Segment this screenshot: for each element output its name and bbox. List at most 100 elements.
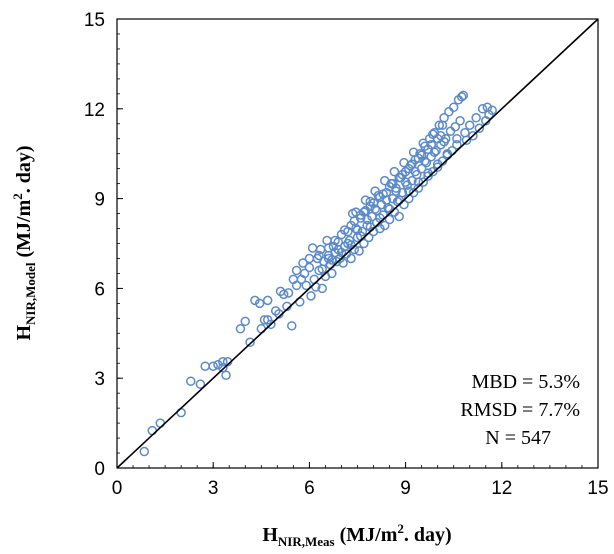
data-point: [384, 214, 395, 225]
data-point: [394, 172, 404, 183]
x-tick-label: 0: [112, 478, 123, 499]
y-tick-label: 9: [94, 190, 105, 211]
stat-mbd: MBD = 5.3%: [471, 371, 580, 393]
data-point: [360, 195, 371, 205]
data-point: [487, 105, 497, 116]
data-point: [452, 133, 462, 144]
y-tick-label: 12: [84, 100, 105, 121]
x-tick-label: 12: [491, 478, 512, 499]
one-to-one-line: [116, 18, 599, 469]
data-point: [306, 291, 316, 301]
x-tick-label: 3: [208, 478, 219, 499]
data-point: [254, 298, 265, 309]
data-point: [461, 135, 472, 145]
data-point: [245, 337, 255, 348]
data-point: [370, 204, 380, 214]
data-point: [477, 104, 488, 114]
data-point: [421, 157, 432, 168]
y-tick-label: 6: [94, 279, 105, 300]
data-point: [266, 319, 276, 330]
data-point: [235, 324, 246, 334]
data-point: [452, 139, 462, 150]
data-point: [474, 123, 485, 134]
x-axis-title: HNIR,Meas (MJ/m2. day): [262, 521, 451, 549]
data-point: [455, 116, 465, 126]
y-axis-title: HNIR,Model (MJ/m2. day): [10, 145, 38, 340]
data-point: [240, 316, 251, 327]
data-point: [407, 175, 417, 186]
data-point: [437, 120, 448, 131]
data-point: [464, 120, 475, 131]
x-tick-label: 9: [400, 478, 411, 499]
x-tick-label: 6: [304, 478, 315, 499]
data-point: [432, 162, 443, 172]
data-point: [208, 361, 218, 371]
data-point: [339, 225, 350, 235]
data-point: [304, 262, 315, 273]
data-point: [380, 175, 390, 186]
data-point: [450, 122, 461, 132]
y-tick-label: 15: [84, 10, 105, 31]
data-point: [375, 223, 385, 234]
data-point: [380, 220, 390, 231]
data-point: [408, 147, 419, 157]
data-point: [139, 446, 150, 457]
data-point: [218, 356, 228, 367]
x-tick-label: 15: [587, 478, 608, 499]
data-point: [317, 283, 327, 294]
stat-n: N = 547: [485, 427, 551, 449]
data-point: [262, 295, 273, 306]
data-point: [287, 321, 297, 331]
y-tick-label: 0: [94, 459, 105, 480]
data-point: [448, 102, 459, 113]
data-point: [389, 166, 400, 177]
data-point: [330, 235, 340, 246]
data-point: [394, 211, 404, 222]
data-point: [418, 177, 428, 187]
data-point: [346, 253, 356, 264]
data-point: [354, 246, 364, 256]
data-point: [434, 120, 445, 131]
data-point: [399, 157, 409, 168]
data-point: [404, 163, 414, 174]
data-point: [468, 130, 478, 141]
data-point: [338, 258, 348, 268]
tick-labels: 0 3 6 9 12 15 0 3 6 9 12 15: [84, 10, 609, 499]
data-point: [428, 129, 438, 139]
data-point: [298, 258, 308, 268]
data-point: [291, 280, 302, 291]
data-point: [423, 144, 433, 154]
data-point: [327, 268, 337, 279]
data-point: [346, 220, 356, 231]
data-point: [186, 376, 196, 386]
data-point: [299, 268, 310, 279]
data-point: [218, 362, 228, 373]
data-point: [278, 289, 289, 300]
data-point: [370, 186, 380, 196]
data-points: [139, 90, 497, 457]
data-point: [283, 288, 294, 298]
stat-rmsd: RMSD = 7.7%: [460, 399, 580, 421]
data-point: [314, 250, 324, 261]
y-tick-label: 3: [94, 369, 105, 390]
data-point: [195, 379, 206, 389]
data-point: [413, 183, 424, 193]
data-point: [456, 92, 467, 102]
data-point: [442, 148, 453, 159]
data-point: [323, 243, 334, 253]
data-point: [458, 90, 469, 101]
data-point: [301, 280, 311, 291]
data-point: [351, 207, 361, 217]
data-point: [471, 113, 481, 123]
data-point: [357, 226, 368, 237]
data-point: [418, 138, 428, 148]
data-point: [259, 315, 270, 325]
stats-box: MBD = 5.3% RMSD = 7.7% N = 547: [460, 371, 580, 449]
data-point: [415, 148, 425, 159]
data-point: [327, 255, 337, 265]
data-point: [375, 192, 385, 202]
data-point: [336, 247, 347, 258]
data-point: [213, 359, 223, 370]
data-point: [304, 253, 315, 264]
data-point: [317, 264, 327, 274]
